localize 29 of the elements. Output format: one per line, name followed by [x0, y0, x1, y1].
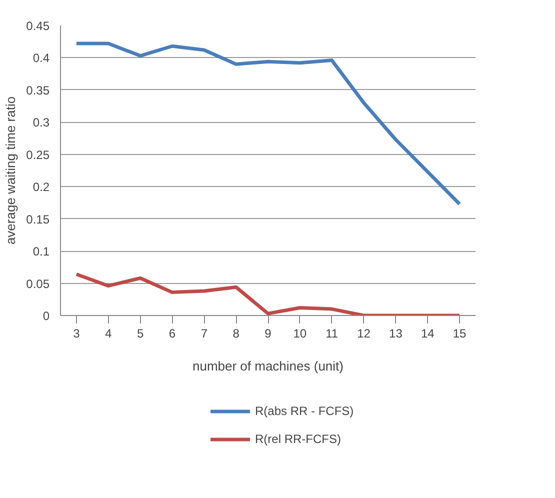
- y-axis-title: average waiting time ratio: [3, 96, 18, 245]
- x-tick-label: 10: [293, 326, 307, 340]
- x-tick-label: 13: [389, 326, 403, 340]
- y-tick-label: 0.45: [26, 19, 50, 33]
- x-tick-label: 8: [232, 326, 240, 340]
- x-axis-title: number of machines (unit): [192, 358, 344, 374]
- x-tick-label: 7: [200, 326, 208, 340]
- x-tick-label: 9: [264, 326, 272, 340]
- y-tick-label: 0.25: [26, 148, 50, 162]
- y-tick-label: 0.4: [32, 51, 50, 66]
- x-tick-label: 3: [73, 326, 80, 340]
- y-tick-label: 0: [42, 309, 50, 323]
- y-tick-label: 0.3: [32, 116, 50, 130]
- x-tick-label: 11: [326, 326, 338, 340]
- line-series: [74, 272, 462, 316]
- x-tick-label: 5: [136, 326, 144, 340]
- y-tick-label: 0.2: [32, 180, 50, 194]
- y-tick-label: 0.1: [32, 244, 50, 259]
- x-tick-label: 15: [452, 326, 467, 340]
- line-series: [74, 42, 462, 206]
- x-tick-label: 6: [168, 326, 176, 340]
- legend-label: R(rel RR-FCFS): [255, 432, 341, 446]
- x-tick-label: 14: [420, 326, 435, 340]
- y-tick-label: 0.05: [26, 276, 50, 291]
- legend-label: R(abs RR - FCFS): [255, 404, 354, 418]
- x-tick-label: 12: [357, 326, 371, 340]
- y-tick-label: 0.15: [26, 212, 50, 226]
- x-tick-label: 4: [105, 326, 112, 340]
- y-tick-label: 0.35: [26, 83, 50, 98]
